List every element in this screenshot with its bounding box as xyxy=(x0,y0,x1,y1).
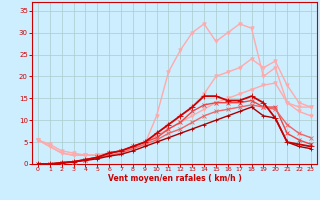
X-axis label: Vent moyen/en rafales ( km/h ): Vent moyen/en rafales ( km/h ) xyxy=(108,174,241,183)
